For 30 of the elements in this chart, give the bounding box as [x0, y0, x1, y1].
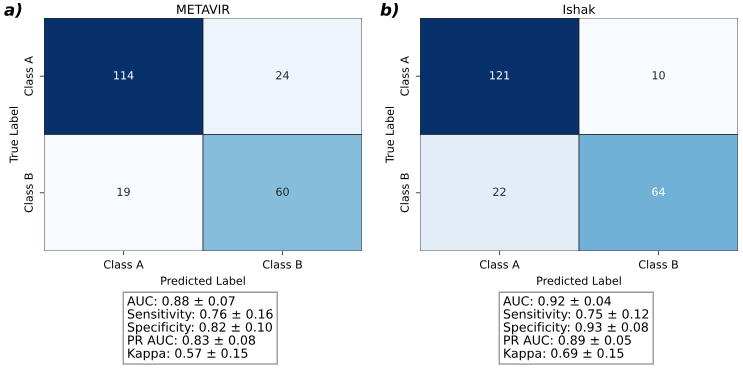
data-label: 60 [276, 188, 289, 196]
text: Kappa: 0.69 ± 0.15 [504, 348, 624, 360]
text: AUC: 0.92 ± 0.04 [503, 296, 611, 306]
data-label: 121 [490, 71, 510, 80]
y-axis-title: True Label [385, 106, 394, 164]
x-tick-label: Class B [262, 260, 302, 269]
data-label: 19 [118, 188, 130, 196]
data-label: 114 [114, 71, 134, 80]
chart-title: Ishak [564, 4, 596, 14]
text: Specificity: 0.93 ± 0.08 [504, 322, 648, 334]
text: Kappa: 0.57 ± 0.15 [128, 348, 248, 360]
x-tick-label: Class A [480, 260, 520, 269]
x-axis-title: Predicted Label [537, 276, 621, 285]
x-tick-label: Class B [638, 260, 678, 269]
x-axis-title: Predicted Label [161, 276, 245, 285]
text: a) [4, 3, 22, 18]
text: Sensitivity: 0.75 ± 0.12 [504, 309, 648, 322]
data-label: 64 [652, 188, 665, 196]
y-axis-title: True Label [9, 106, 18, 164]
text: PR AUC: 0.83 ± 0.08 [128, 335, 256, 345]
x-tick-label: Class A [104, 260, 144, 269]
data-label: 10 [652, 71, 665, 80]
text: AUC: 0.88 ± 0.07 [127, 296, 235, 306]
text: Sensitivity: 0.76 ± 0.16 [128, 309, 273, 322]
text: Specificity: 0.82 ± 0.10 [128, 322, 272, 334]
chart-title: METAVIR [177, 4, 230, 14]
data-label: 24 [276, 71, 289, 80]
text: b) [380, 3, 398, 18]
text: PR AUC: 0.89 ± 0.05 [504, 335, 631, 345]
data-label: 22 [493, 188, 506, 196]
